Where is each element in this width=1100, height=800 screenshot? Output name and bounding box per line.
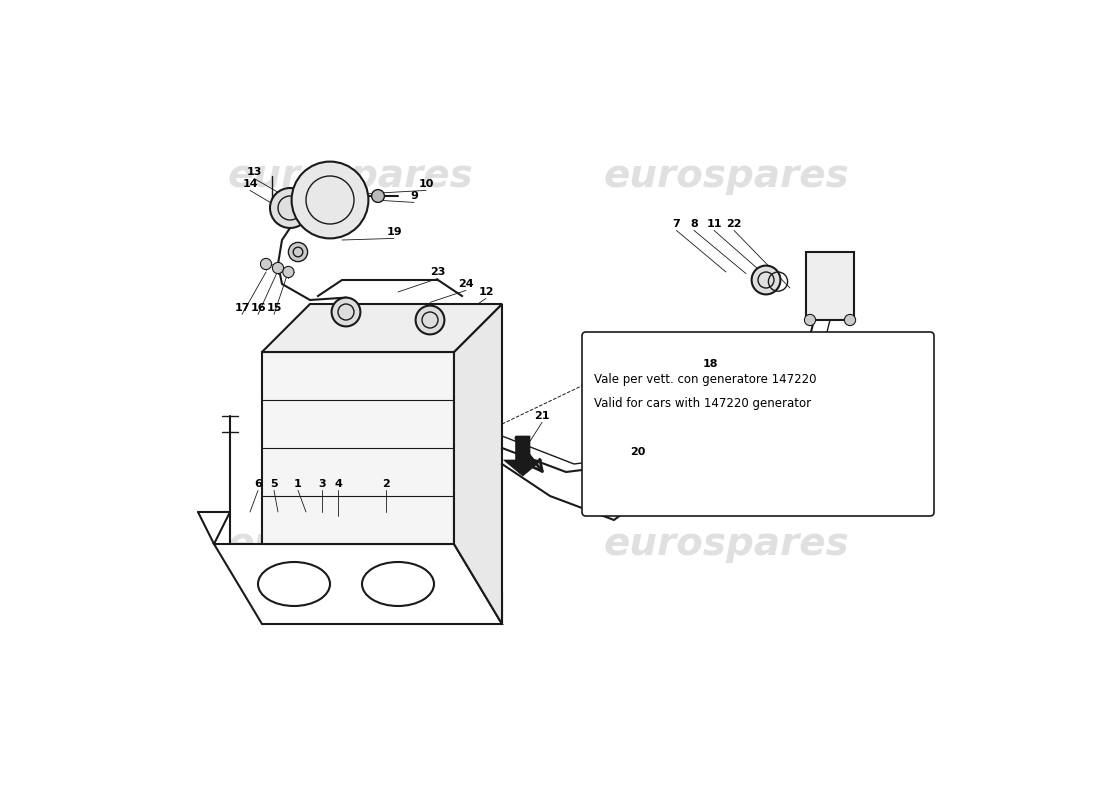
Polygon shape xyxy=(454,304,502,624)
Circle shape xyxy=(331,298,361,326)
Text: 24: 24 xyxy=(459,279,474,289)
Polygon shape xyxy=(262,352,454,544)
Text: 1: 1 xyxy=(294,479,301,489)
Text: 17: 17 xyxy=(234,303,250,313)
Text: 22: 22 xyxy=(726,219,741,229)
Polygon shape xyxy=(214,544,502,624)
Text: 14: 14 xyxy=(242,179,257,189)
Text: 10: 10 xyxy=(418,179,433,189)
Circle shape xyxy=(292,162,368,238)
Text: eurospares: eurospares xyxy=(603,525,849,563)
Circle shape xyxy=(372,190,384,202)
Text: 7: 7 xyxy=(672,219,680,229)
Circle shape xyxy=(270,188,310,228)
Circle shape xyxy=(751,266,780,294)
Text: 16: 16 xyxy=(250,303,266,313)
Text: 5: 5 xyxy=(271,479,278,489)
Text: 18: 18 xyxy=(702,359,717,369)
Text: 20: 20 xyxy=(630,447,646,457)
Text: 19: 19 xyxy=(386,227,402,237)
Text: eurospares: eurospares xyxy=(603,157,849,195)
Text: eurospares: eurospares xyxy=(227,157,473,195)
Circle shape xyxy=(273,262,284,274)
Text: 13: 13 xyxy=(246,167,262,177)
Text: 21: 21 xyxy=(535,411,550,421)
Text: Vale per vett. con generatore 147220: Vale per vett. con generatore 147220 xyxy=(594,374,816,386)
Polygon shape xyxy=(504,436,542,476)
Circle shape xyxy=(261,258,272,270)
Text: 12: 12 xyxy=(478,287,494,297)
Text: 6: 6 xyxy=(254,479,262,489)
Text: Valid for cars with 147220 generator: Valid for cars with 147220 generator xyxy=(594,398,811,410)
Text: 4: 4 xyxy=(334,479,342,489)
Text: 2: 2 xyxy=(382,479,389,489)
Circle shape xyxy=(288,242,308,262)
Text: 8: 8 xyxy=(690,219,697,229)
Circle shape xyxy=(845,314,856,326)
Text: 11: 11 xyxy=(706,219,722,229)
Circle shape xyxy=(804,314,815,326)
Circle shape xyxy=(730,374,746,390)
Circle shape xyxy=(694,402,713,422)
Bar xyxy=(806,252,854,320)
Text: 9: 9 xyxy=(410,191,418,201)
Text: eurospares: eurospares xyxy=(227,525,473,563)
Text: 23: 23 xyxy=(430,267,446,277)
FancyBboxPatch shape xyxy=(582,332,934,516)
Circle shape xyxy=(416,306,444,334)
Circle shape xyxy=(283,266,294,278)
Text: 3: 3 xyxy=(318,479,326,489)
Polygon shape xyxy=(262,304,502,352)
Text: 15: 15 xyxy=(266,303,282,313)
